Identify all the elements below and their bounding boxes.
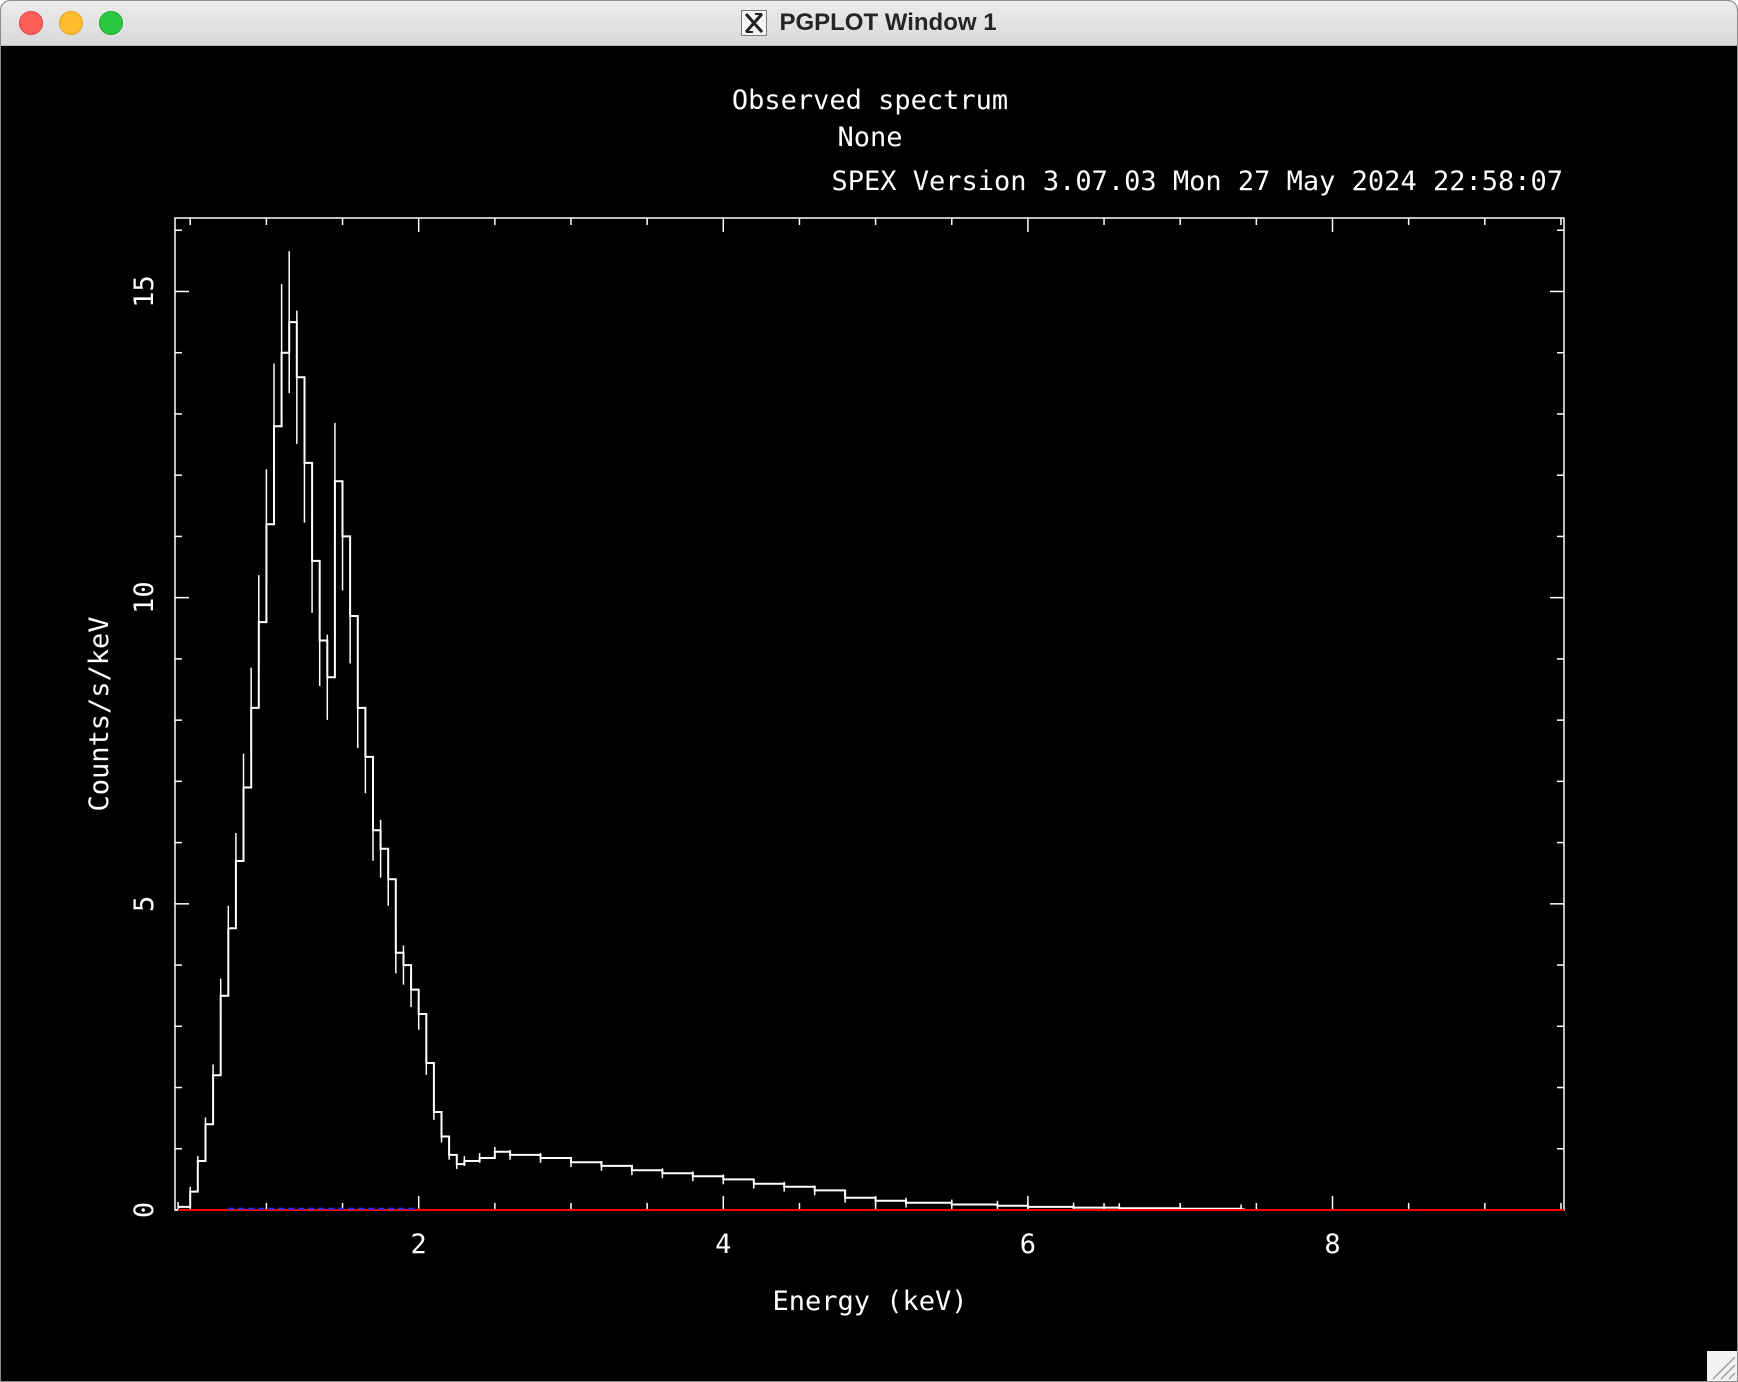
x-axis-label: Energy (keV) bbox=[772, 1286, 967, 1317]
resize-grip[interactable] bbox=[1707, 1351, 1737, 1381]
x11-icon bbox=[741, 10, 768, 36]
title-bar[interactable]: PGPLOT Window 1 bbox=[1, 1, 1737, 46]
plot-frame bbox=[174, 217, 1565, 1211]
y-axis-label: Counts/s/keV bbox=[84, 616, 115, 811]
x-tick-label: 4 bbox=[715, 1229, 731, 1260]
spectrum-chart: Observed spectrum None SPEX Version 3.07… bbox=[84, 85, 1565, 1317]
x-tick-label: 2 bbox=[411, 1229, 427, 1260]
y-tick-label: 15 bbox=[129, 275, 160, 308]
zoom-button[interactable] bbox=[99, 11, 123, 35]
axis-ticks bbox=[175, 218, 1564, 1211]
tick-labels: 2 4 6 8 0 5 10 15 bbox=[129, 275, 1341, 1260]
series-group bbox=[177, 251, 1564, 1211]
header-line3: SPEX Version 3.07.03 Mon 27 May 2024 22:… bbox=[832, 166, 1564, 197]
x-tick-label: 6 bbox=[1020, 1229, 1036, 1260]
title-wrap: PGPLOT Window 1 bbox=[1, 1, 1737, 45]
x-tick-label: 8 bbox=[1324, 1229, 1340, 1260]
y-tick-label: 5 bbox=[129, 896, 160, 912]
series-data bbox=[178, 321, 1246, 1211]
close-button[interactable] bbox=[19, 11, 43, 35]
minimize-button[interactable] bbox=[59, 11, 83, 35]
y-tick-label: 10 bbox=[129, 581, 160, 614]
window-title: PGPLOT Window 1 bbox=[779, 9, 997, 36]
y-tick-label: 0 bbox=[129, 1202, 160, 1218]
header-line1: Observed spectrum bbox=[732, 85, 1008, 116]
plot-area: Observed spectrum None SPEX Version 3.07… bbox=[1, 46, 1737, 1381]
header-line2: None bbox=[837, 122, 902, 153]
